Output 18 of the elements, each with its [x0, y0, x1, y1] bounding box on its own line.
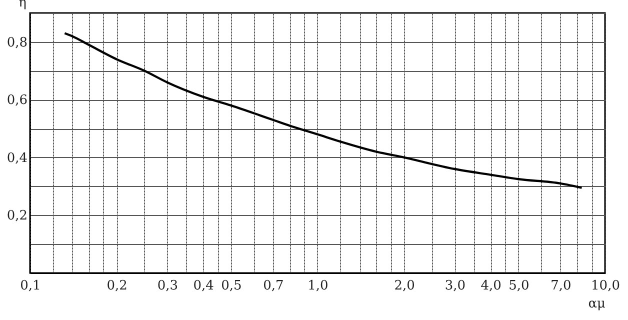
x-tick-label: 5,0 — [508, 278, 530, 294]
x-tick-label: 0,7 — [263, 278, 284, 294]
y-tick-label: 0,4 — [6, 150, 28, 166]
x-tick-label: 10,0 — [591, 278, 620, 294]
x-tick-label: 3,0 — [444, 278, 466, 294]
x-axis-title: αμ — [588, 296, 606, 312]
x-tick-label: 1,0 — [308, 278, 328, 294]
y-tick-label: 0,8 — [6, 35, 28, 50]
y-tick-label: 0,6 — [6, 93, 28, 108]
x-tick-label: 0,3 — [157, 278, 178, 294]
x-tick-label: 4,0 — [480, 278, 502, 294]
y-tick-label: 0,2 — [6, 208, 28, 224]
x-tick-label: 0,5 — [221, 278, 242, 294]
x-tick-label: 0,2 — [106, 278, 128, 294]
x-tick-label: 7,0 — [550, 278, 572, 294]
x-tick-label: 2,0 — [394, 278, 415, 294]
x-tick-label: 0,4 — [193, 278, 214, 294]
x-tick-label: 0,1 — [20, 278, 41, 294]
